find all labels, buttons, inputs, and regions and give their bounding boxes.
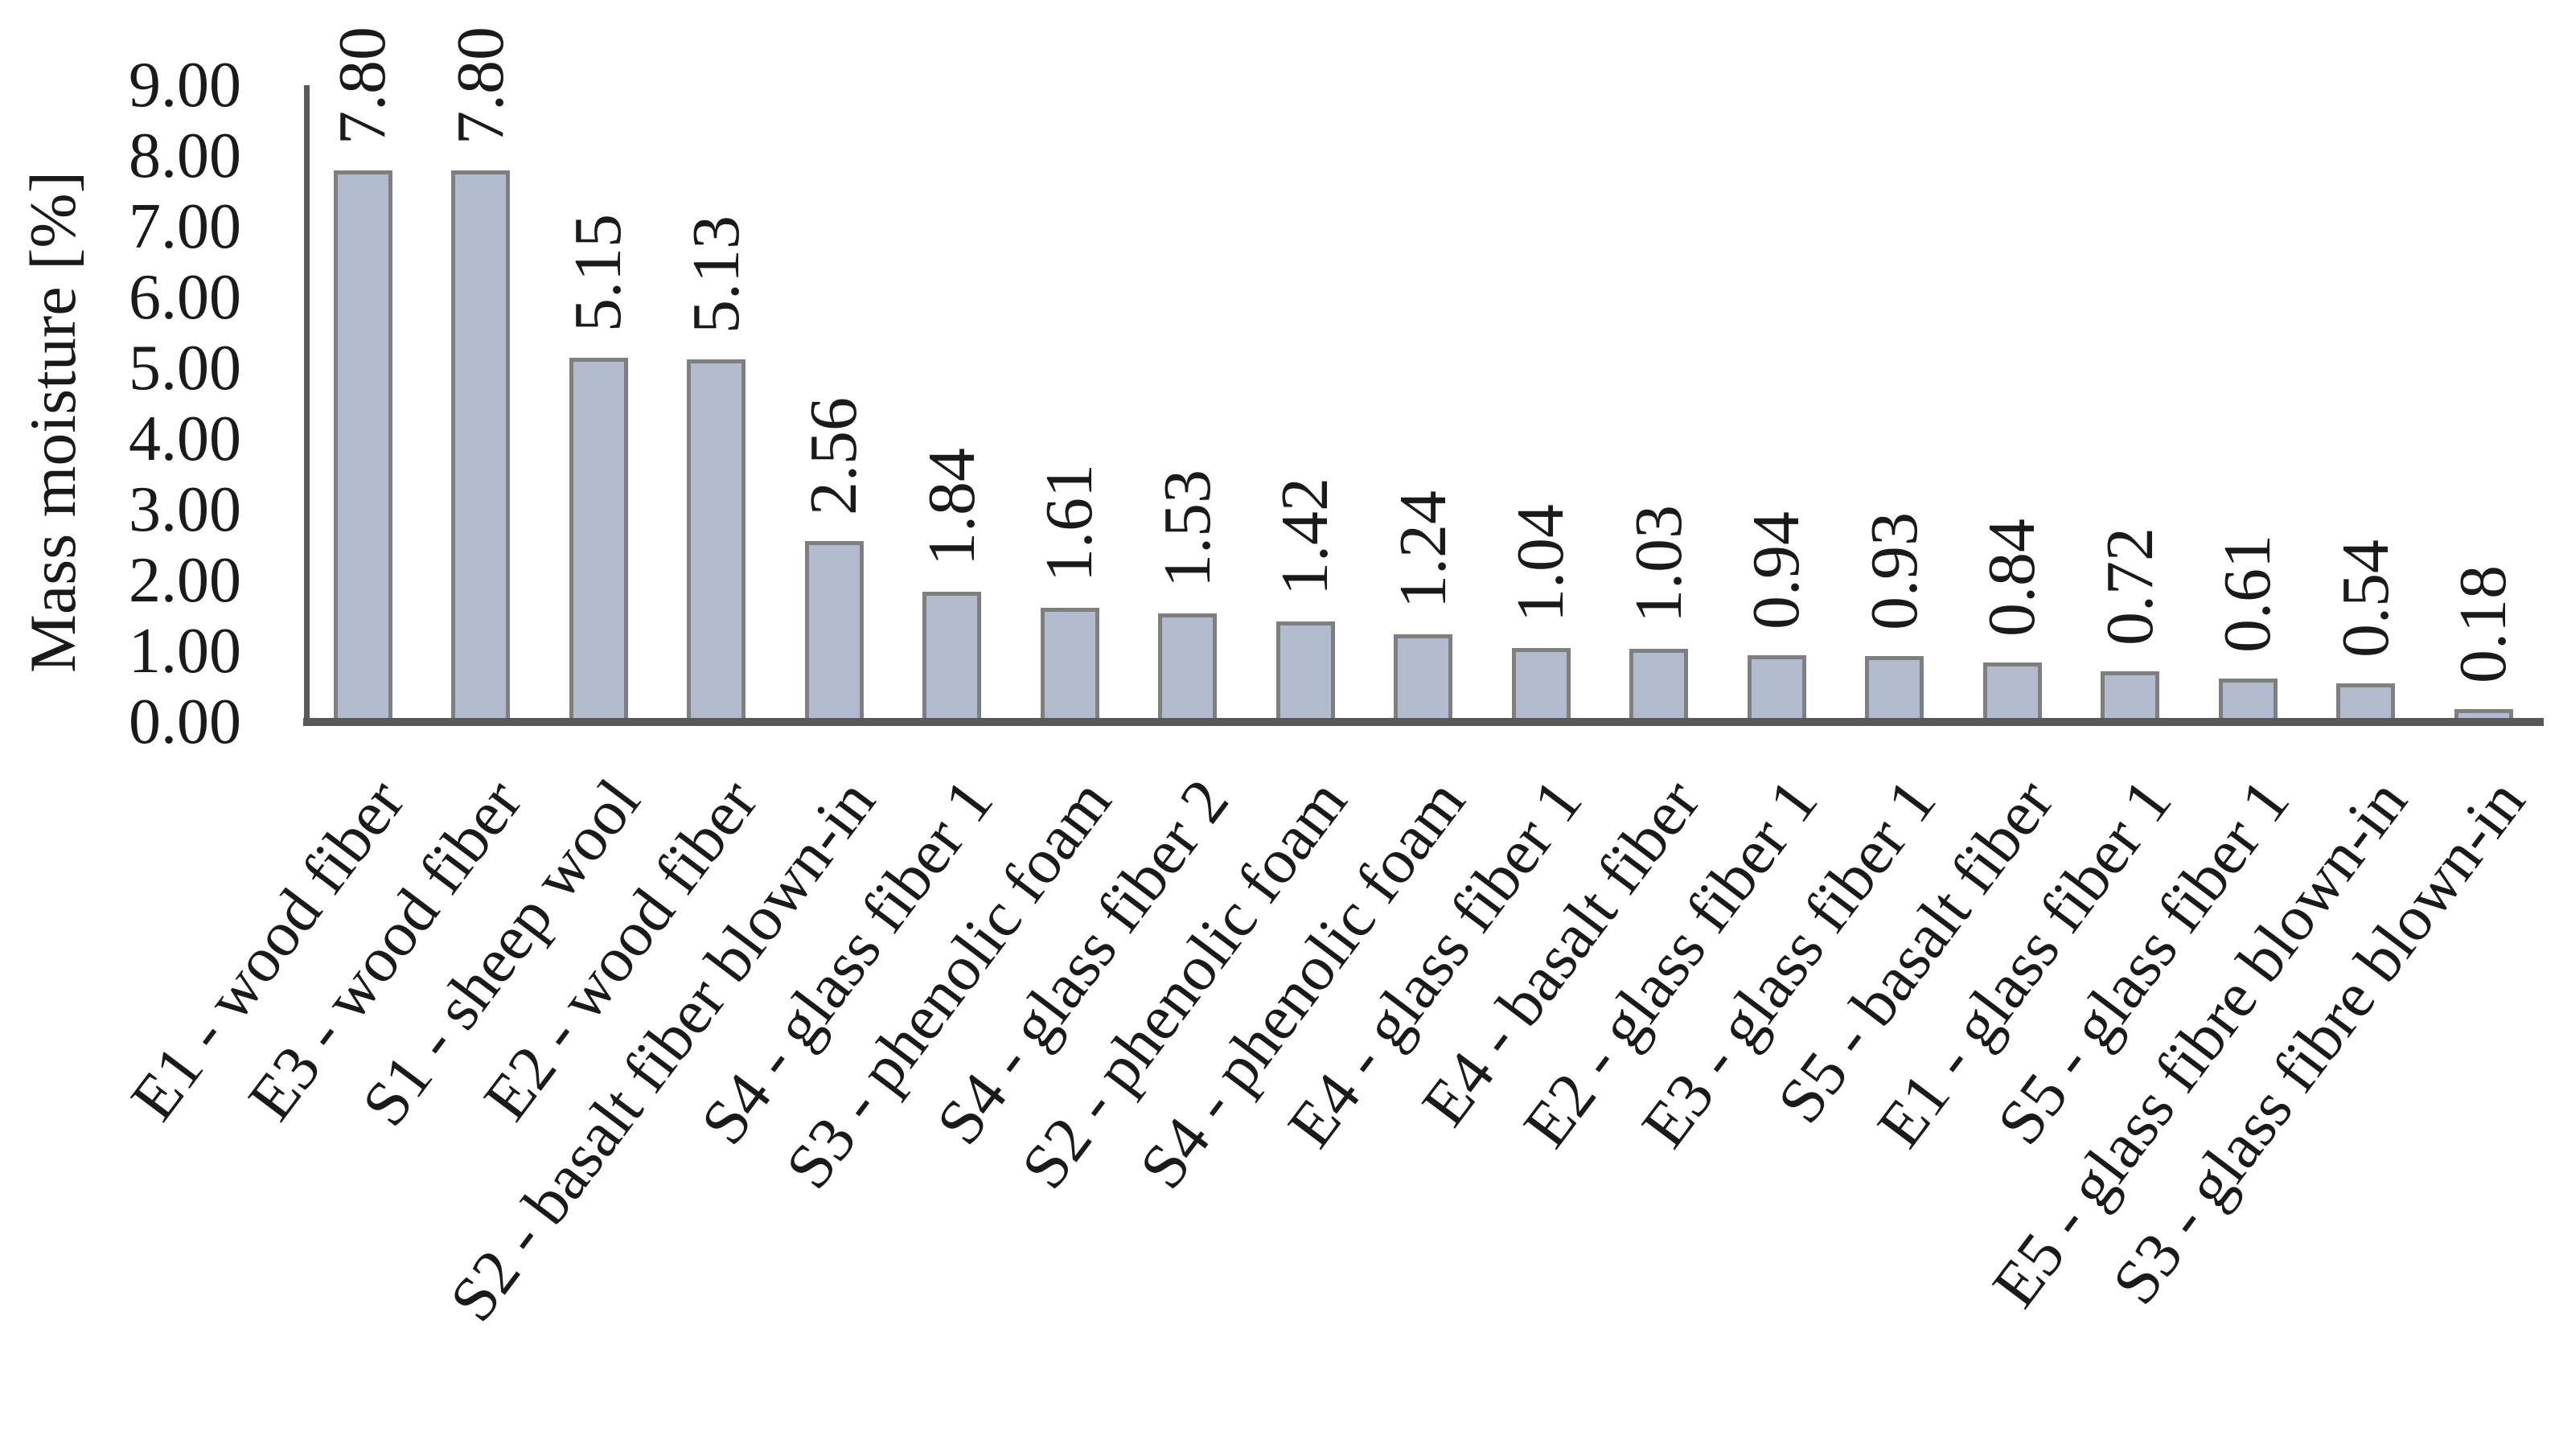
bar — [687, 359, 746, 722]
bar — [451, 170, 510, 722]
bar-value-label: 5.13 — [678, 215, 754, 334]
bar — [804, 540, 864, 722]
bar-value-label: 7.80 — [325, 26, 400, 145]
bar-value-label: 0.61 — [2210, 535, 2285, 654]
bar-value-label: 1.42 — [1267, 478, 1342, 597]
y-tick-label: 0.00 — [129, 687, 241, 757]
bar — [2218, 679, 2278, 722]
bar — [1275, 621, 1335, 722]
bar-value-label: 0.84 — [1974, 519, 2049, 638]
y-tick-label: 5.00 — [129, 333, 241, 404]
bar — [1040, 608, 1099, 722]
bar-value-label: 1.24 — [1385, 490, 1460, 609]
x-axis-line — [303, 718, 2544, 726]
bar — [333, 170, 392, 722]
bar-value-label: 0.72 — [2092, 527, 2167, 646]
y-tick-label: 9.00 — [129, 50, 241, 121]
bar-value-label: 1.04 — [1503, 504, 1578, 623]
y-tick-label: 4.00 — [129, 404, 241, 474]
bar — [1982, 662, 2042, 722]
bar-value-label: 5.15 — [561, 213, 635, 332]
bar-value-label: 2.56 — [796, 396, 871, 515]
bar — [1511, 648, 1571, 722]
bar — [2336, 683, 2395, 722]
bar — [1865, 656, 1924, 722]
bar — [922, 592, 981, 722]
bar — [1629, 649, 1688, 722]
bar-value-label: 1.53 — [1149, 470, 1225, 589]
bar — [1158, 613, 1217, 722]
bar — [1394, 634, 1452, 722]
bar-value-label: 0.93 — [1856, 512, 1932, 631]
bar-value-label: 0.54 — [2327, 539, 2403, 658]
bar-value-label: 0.18 — [2446, 565, 2520, 684]
bar-value-label: 0.94 — [1739, 511, 1813, 630]
y-tick-label: 3.00 — [129, 474, 241, 545]
bar — [2101, 671, 2159, 722]
y-axis-line — [304, 85, 310, 722]
bar-value-label: 1.03 — [1620, 505, 1696, 624]
y-tick-label: 2.00 — [129, 545, 241, 616]
bar-value-label: 1.61 — [1032, 464, 1107, 583]
bar — [1747, 655, 1806, 722]
y-tick-label: 1.00 — [129, 616, 241, 687]
bar-value-label: 7.80 — [442, 26, 518, 145]
bar — [569, 357, 628, 722]
bar-value-label: 1.84 — [914, 448, 989, 567]
y-tick-label: 6.00 — [129, 262, 241, 333]
y-tick-label: 7.00 — [129, 191, 241, 262]
y-tick-label: 8.00 — [129, 121, 241, 191]
